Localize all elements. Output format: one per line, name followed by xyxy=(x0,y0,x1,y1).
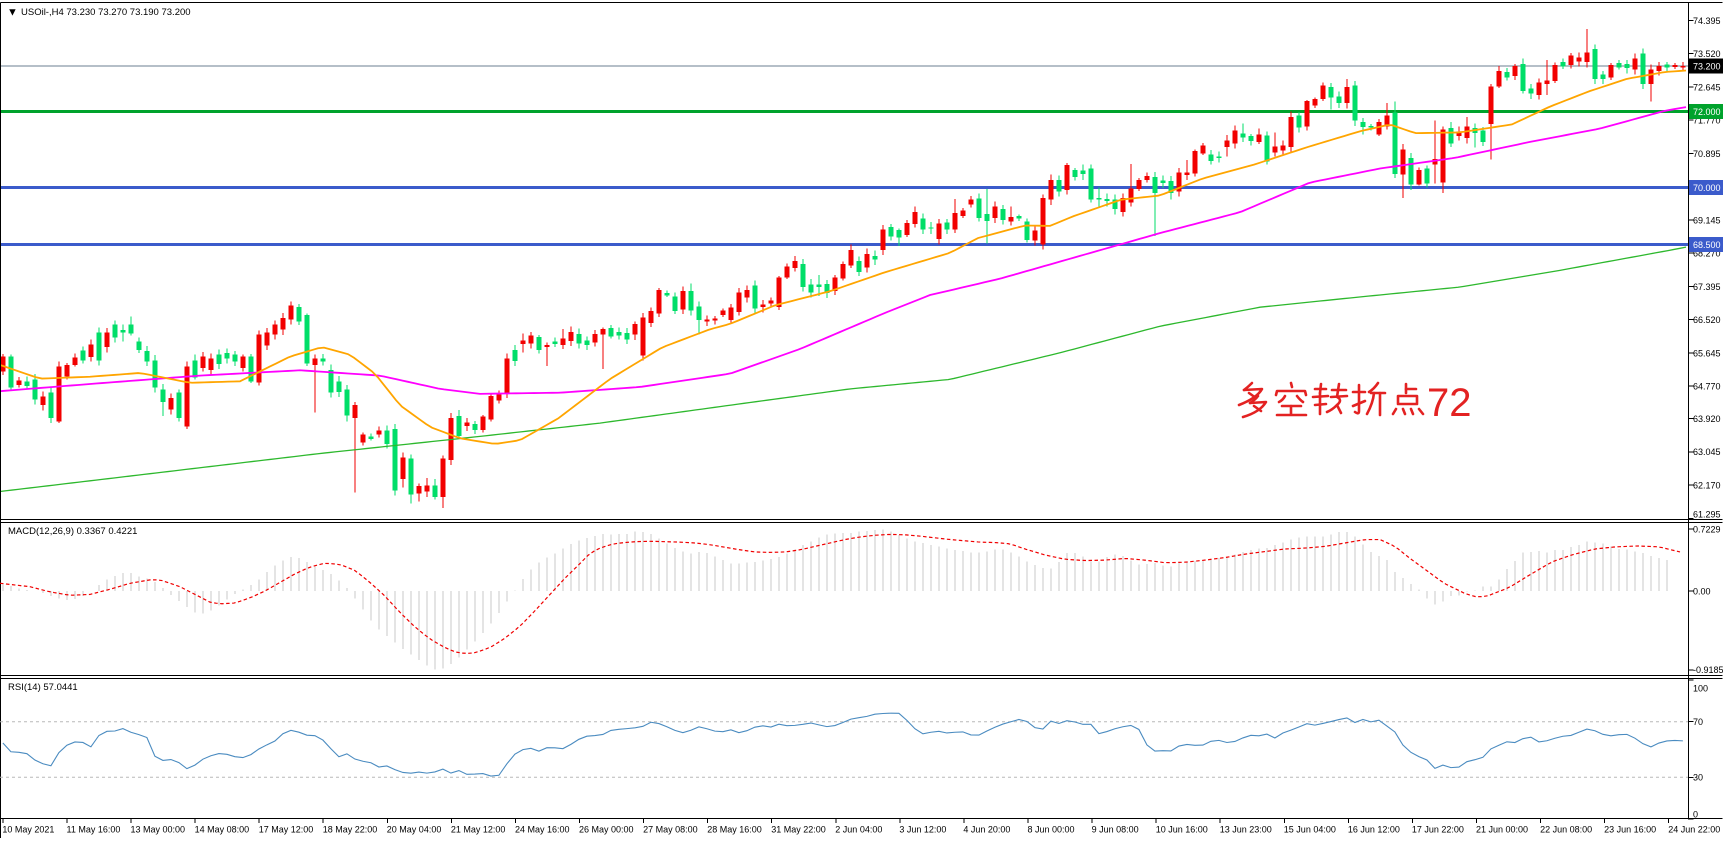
svg-text:63.920: 63.920 xyxy=(1693,414,1721,424)
svg-text:-0.9185: -0.9185 xyxy=(1693,665,1723,675)
svg-text:0.00: 0.00 xyxy=(1693,586,1711,596)
svg-text:70.895: 70.895 xyxy=(1693,149,1721,159)
svg-text:69.145: 69.145 xyxy=(1693,215,1721,225)
svg-text:8 Jun 00:00: 8 Jun 00:00 xyxy=(1028,825,1075,835)
svg-text:72.000: 72.000 xyxy=(1693,107,1721,117)
svg-text:27 May 08:00: 27 May 08:00 xyxy=(643,825,698,835)
svg-text:20 May 04:00: 20 May 04:00 xyxy=(387,825,442,835)
svg-text:0.7229: 0.7229 xyxy=(1693,524,1721,534)
svg-text:64.770: 64.770 xyxy=(1693,382,1721,392)
svg-text:4 Jun 20:00: 4 Jun 20:00 xyxy=(963,825,1010,835)
svg-text:RSI(14) 57.0441: RSI(14) 57.0441 xyxy=(8,682,78,693)
svg-text:3 Jun 12:00: 3 Jun 12:00 xyxy=(899,825,946,835)
svg-text:70: 70 xyxy=(1693,717,1703,727)
svg-text:67.395: 67.395 xyxy=(1693,282,1721,292)
svg-text:15 Jun 04:00: 15 Jun 04:00 xyxy=(1284,825,1336,835)
svg-text:65.645: 65.645 xyxy=(1693,348,1721,358)
svg-text:11 May 16:00: 11 May 16:00 xyxy=(67,825,121,835)
svg-text:72: 72 xyxy=(1427,381,1472,425)
svg-text:USOil-,H4 73.230 73.270 73.19: USOil-,H4 73.230 73.270 73.190 73.200 xyxy=(21,7,191,18)
svg-text:13 Jun 23:00: 13 Jun 23:00 xyxy=(1220,825,1272,835)
svg-text:70.000: 70.000 xyxy=(1693,183,1721,193)
svg-text:▼: ▼ xyxy=(7,7,18,19)
svg-text:10 May 2021: 10 May 2021 xyxy=(2,825,54,835)
svg-text:74.395: 74.395 xyxy=(1693,16,1721,26)
svg-text:31 May 22:00: 31 May 22:00 xyxy=(771,825,826,835)
svg-text:68.270: 68.270 xyxy=(1693,249,1721,259)
svg-text:71.770: 71.770 xyxy=(1693,116,1721,126)
svg-text:18 May 22:00: 18 May 22:00 xyxy=(323,825,378,835)
svg-text:72.645: 72.645 xyxy=(1693,82,1721,92)
svg-text:13 May 00:00: 13 May 00:00 xyxy=(131,825,186,835)
svg-text:63.045: 63.045 xyxy=(1693,447,1721,457)
svg-text:30: 30 xyxy=(1693,773,1703,783)
svg-text:10 Jun 16:00: 10 Jun 16:00 xyxy=(1156,825,1208,835)
svg-text:17 Jun 22:00: 17 Jun 22:00 xyxy=(1412,825,1464,835)
svg-text:66.520: 66.520 xyxy=(1693,315,1721,325)
svg-text:9 Jun 08:00: 9 Jun 08:00 xyxy=(1092,825,1139,835)
svg-text:0: 0 xyxy=(1693,809,1698,819)
svg-text:73.200: 73.200 xyxy=(1693,61,1721,71)
svg-text:26 May 00:00: 26 May 00:00 xyxy=(579,825,634,835)
svg-text:14 May 08:00: 14 May 08:00 xyxy=(195,825,250,835)
svg-text:MACD(12,26,9) 0.3367 0.4221: MACD(12,26,9) 0.3367 0.4221 xyxy=(8,526,137,537)
svg-text:24 May 16:00: 24 May 16:00 xyxy=(515,825,570,835)
svg-text:17 May 12:00: 17 May 12:00 xyxy=(259,825,314,835)
svg-text:100: 100 xyxy=(1693,683,1708,693)
svg-text:16 Jun 12:00: 16 Jun 12:00 xyxy=(1348,825,1400,835)
svg-text:68.500: 68.500 xyxy=(1693,240,1721,250)
svg-text:73.520: 73.520 xyxy=(1693,49,1721,59)
svg-text:22 Jun 08:00: 22 Jun 08:00 xyxy=(1540,825,1592,835)
svg-text:62.170: 62.170 xyxy=(1693,480,1721,490)
svg-text:2 Jun 04:00: 2 Jun 04:00 xyxy=(835,825,882,835)
svg-text:28 May 16:00: 28 May 16:00 xyxy=(707,825,762,835)
svg-text:21 Jun 00:00: 21 Jun 00:00 xyxy=(1476,825,1528,835)
svg-text:61.295: 61.295 xyxy=(1693,509,1721,519)
svg-text:23 Jun 16:00: 23 Jun 16:00 xyxy=(1604,825,1656,835)
svg-text:24 Jun 22:00: 24 Jun 22:00 xyxy=(1668,825,1720,835)
svg-text:21 May 12:00: 21 May 12:00 xyxy=(451,825,506,835)
